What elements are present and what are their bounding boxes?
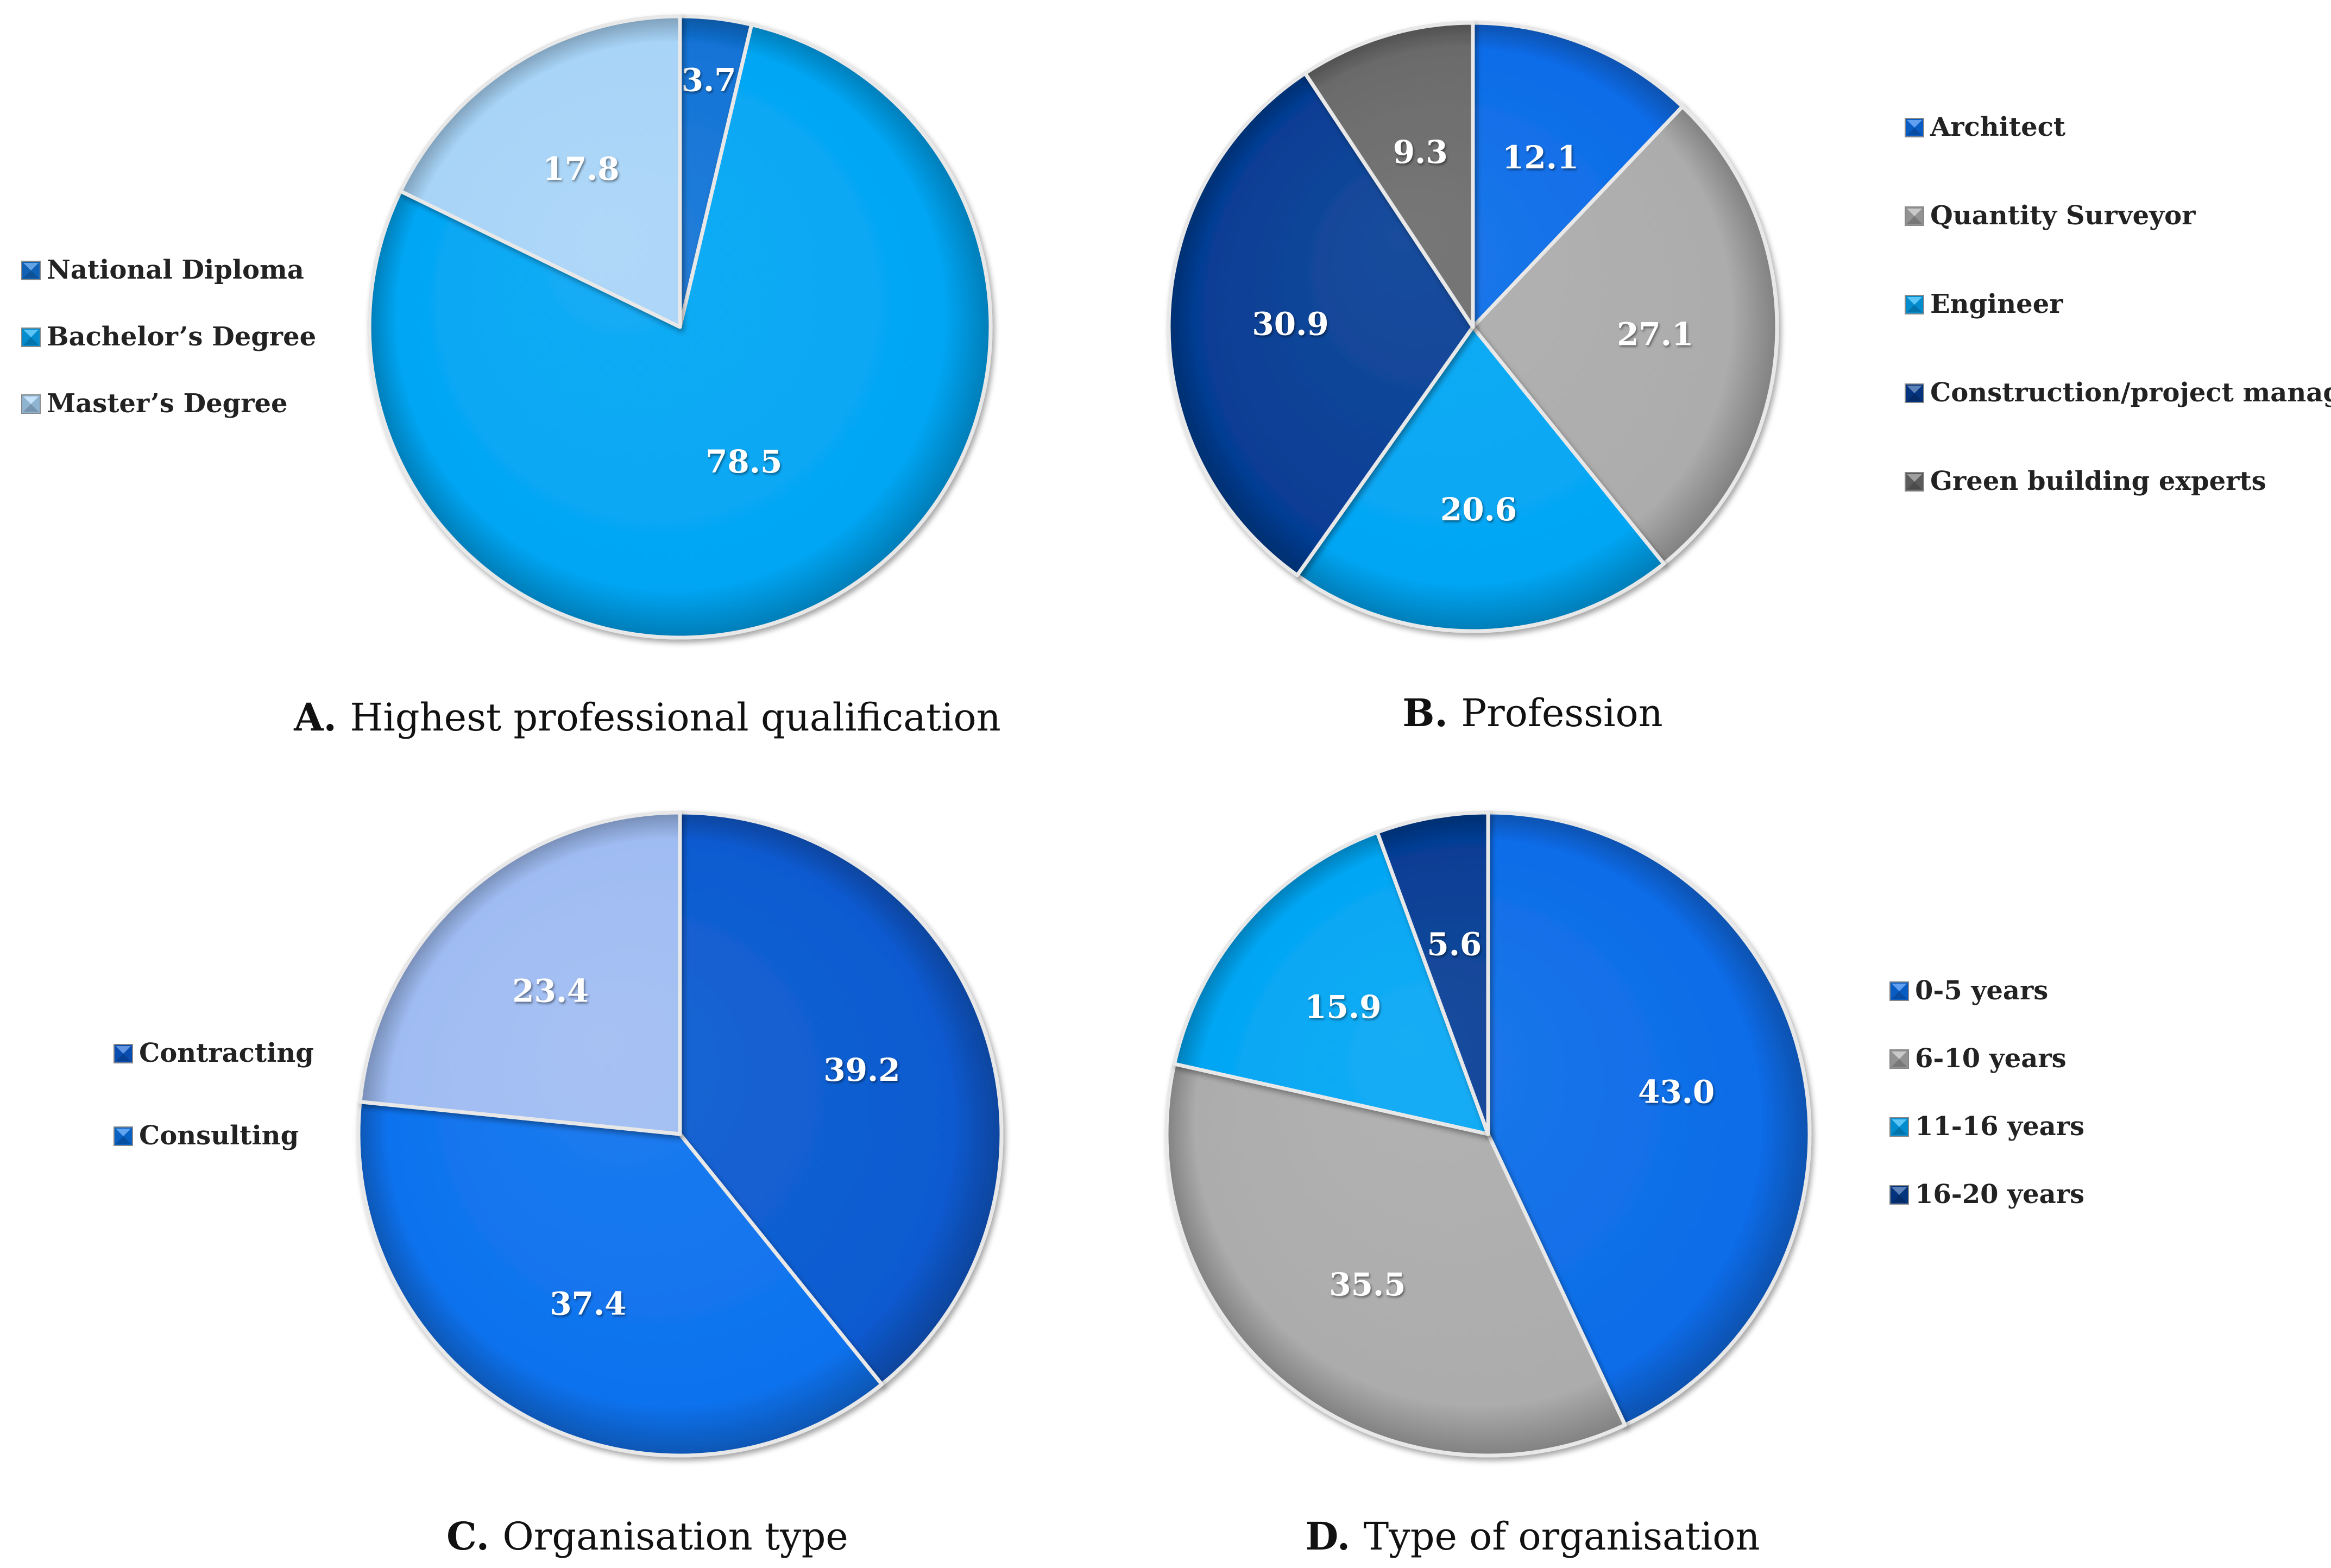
legend-swatch: [1889, 981, 1909, 1001]
legend-swatch: [21, 328, 41, 347]
slice-value-label-a-0: 3.7: [682, 61, 736, 98]
slice-value-label-b-2: 20.6: [1440, 491, 1517, 528]
pie-slice-d-16-20-years: [1375, 810, 1490, 1136]
pie-slice-b-architect: [1471, 21, 1685, 329]
caption-title: Organisation type: [502, 1514, 848, 1559]
slice-value-label-d-0: 43.0: [1638, 1074, 1715, 1111]
legend-swatch: [21, 394, 41, 414]
chart-caption-b: B. Profession: [1402, 690, 1662, 735]
chart-caption-d: D. Type of organisation: [1306, 1514, 1760, 1559]
legend-swatch: [1905, 472, 1924, 492]
pie-slice-b-engineer: [1295, 325, 1666, 633]
pie-slice-d-6-10-years: [1164, 1062, 1627, 1458]
caption-title: Highest professional qualification: [350, 695, 1000, 740]
slice-value-label-d-1: 35.5: [1329, 1266, 1406, 1303]
pie-slice-d-0-5-years: [1486, 810, 1812, 1427]
legend-label: Architect: [1930, 112, 2065, 142]
slice-value-label-b-0: 12.1: [1502, 139, 1579, 176]
legend-label: Consulting: [139, 1120, 299, 1151]
pie-slice-b-quantity-surveyor: [1471, 104, 1779, 566]
caption-title: Type of organisation: [1363, 1514, 1760, 1559]
legend-label: 11-16 years: [1915, 1111, 2084, 1142]
slice-value-label-a-1: 78.5: [705, 443, 782, 480]
slice-value-label-b-1: 27.1: [1617, 316, 1693, 353]
pie-slice-c-unlabeled: [358, 810, 682, 1136]
legend-label: 0-5 years: [1915, 975, 2048, 1006]
legend-swatch: [21, 261, 41, 280]
legend-label: 16-20 years: [1915, 1179, 2084, 1210]
pie-slice-d-11-16-years: [1172, 830, 1490, 1136]
slice-value-label-a-2: 17.8: [543, 150, 619, 187]
legend-label: Engineer: [1930, 289, 2063, 319]
pie-chart-a: 3.7 78.5 17.8 National Diploma Bachelor’s De…: [21, 14, 1001, 740]
legend-swatch: [1889, 1117, 1909, 1137]
slice-value-label-b-4: 9.3: [1393, 134, 1448, 171]
legend-swatch: [1905, 383, 1924, 403]
legend-d: 0-5 years 6-10 years 11-16 years 16-20 year…: [1889, 975, 2084, 1210]
caption-letter: A.: [293, 695, 350, 740]
slice-value-label-c-2: 23.4: [512, 973, 589, 1010]
pie-slice-a-master-s-degree: [399, 14, 682, 329]
legend-swatch: [114, 1044, 133, 1063]
caption-letter: C.: [446, 1514, 502, 1559]
legend-label: National Diploma: [47, 255, 304, 285]
chart-caption-a: A. Highest professional qualification: [293, 695, 1000, 740]
caption-title: Profession: [1461, 691, 1663, 735]
slice-value-label-b-3: 30.9: [1252, 306, 1328, 343]
legend-swatch: [1905, 206, 1924, 226]
caption-letter: D.: [1306, 1514, 1364, 1559]
slice-value-label-d-2: 15.9: [1305, 988, 1381, 1025]
pie-chart-d: 43.0 35.5 15.9 5.6 0-5 years 6-10 years 11-16 …: [1164, 810, 2084, 1559]
legend-label: 6-10 years: [1915, 1043, 2067, 1074]
pie-slice-a-bachelor-s-degree: [367, 22, 993, 640]
legend-label: Construction/project manager: [1930, 377, 2331, 408]
legend-swatch: [1889, 1185, 1909, 1205]
pie-slice-b-construction-project-manager: [1167, 71, 1475, 577]
legend-label: Master’s Degree: [47, 388, 288, 419]
pie-slice-b-green-building-experts: [1303, 21, 1475, 329]
legend-swatch: [1889, 1049, 1909, 1069]
legend-swatch: [1905, 295, 1924, 314]
caption-letter: B.: [1402, 690, 1461, 735]
legend-label: Contracting: [139, 1038, 314, 1068]
legend-label: Bachelor’s Degree: [47, 322, 316, 352]
legend-label: Quantity Surveyor: [1930, 200, 2196, 231]
pie-chart-b: 12.1 27.1 20.6 30.9 9.3 Architect Quantity Sur…: [1167, 21, 2331, 735]
legend-c: Contracting Consulting: [114, 1038, 314, 1151]
legend-label: Green building experts: [1930, 466, 2266, 496]
legend-swatch: [1905, 118, 1924, 137]
pie-slice-c-consulting: [356, 1100, 884, 1458]
slice-value-label-d-3: 5.6: [1427, 925, 1482, 962]
legend-a: National Diploma Bachelor’s Degree Master’…: [21, 255, 316, 419]
pie-slice-c-contracting: [678, 810, 1004, 1387]
legend-swatch: [114, 1126, 133, 1146]
pie-chart-c: 39.2 37.4 23.4 Contracting Consulting C. Orga…: [114, 810, 1004, 1559]
legend-b: Architect Quantity Surveyor Engineer Constr…: [1905, 112, 2331, 496]
slice-value-label-c-1: 37.4: [550, 1285, 626, 1322]
chart-caption-c: C. Organisation type: [446, 1514, 848, 1559]
slice-value-label-c-0: 39.2: [823, 1051, 900, 1088]
